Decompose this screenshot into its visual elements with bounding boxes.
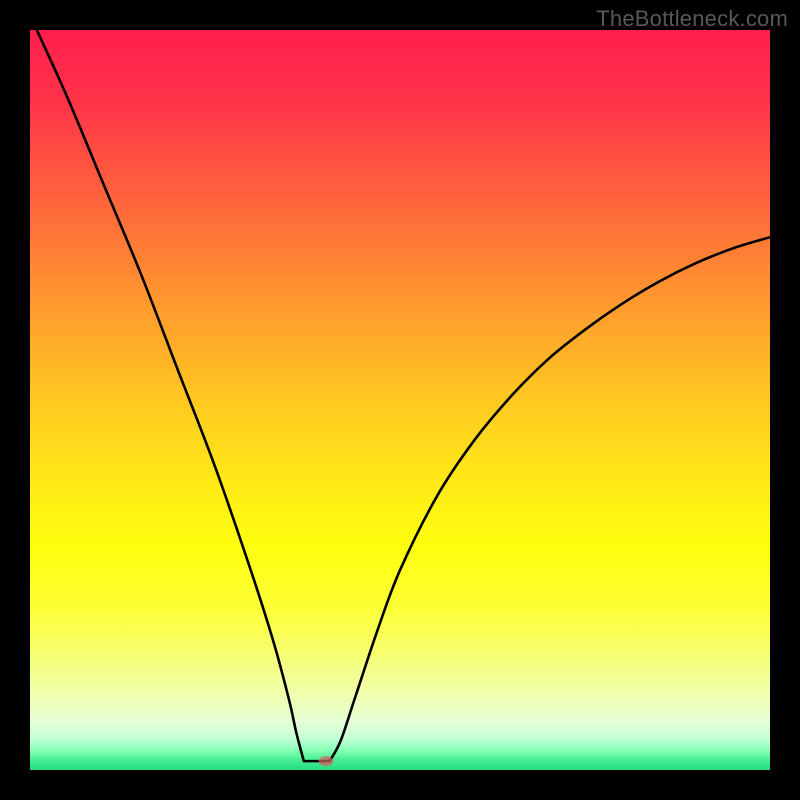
gradient-background [30, 30, 770, 770]
optimum-marker [319, 756, 334, 766]
chart-frame: TheBottleneck.com [0, 0, 800, 800]
plot-svg [30, 30, 770, 770]
watermark-text: TheBottleneck.com [596, 6, 788, 32]
plot-area [30, 30, 770, 770]
